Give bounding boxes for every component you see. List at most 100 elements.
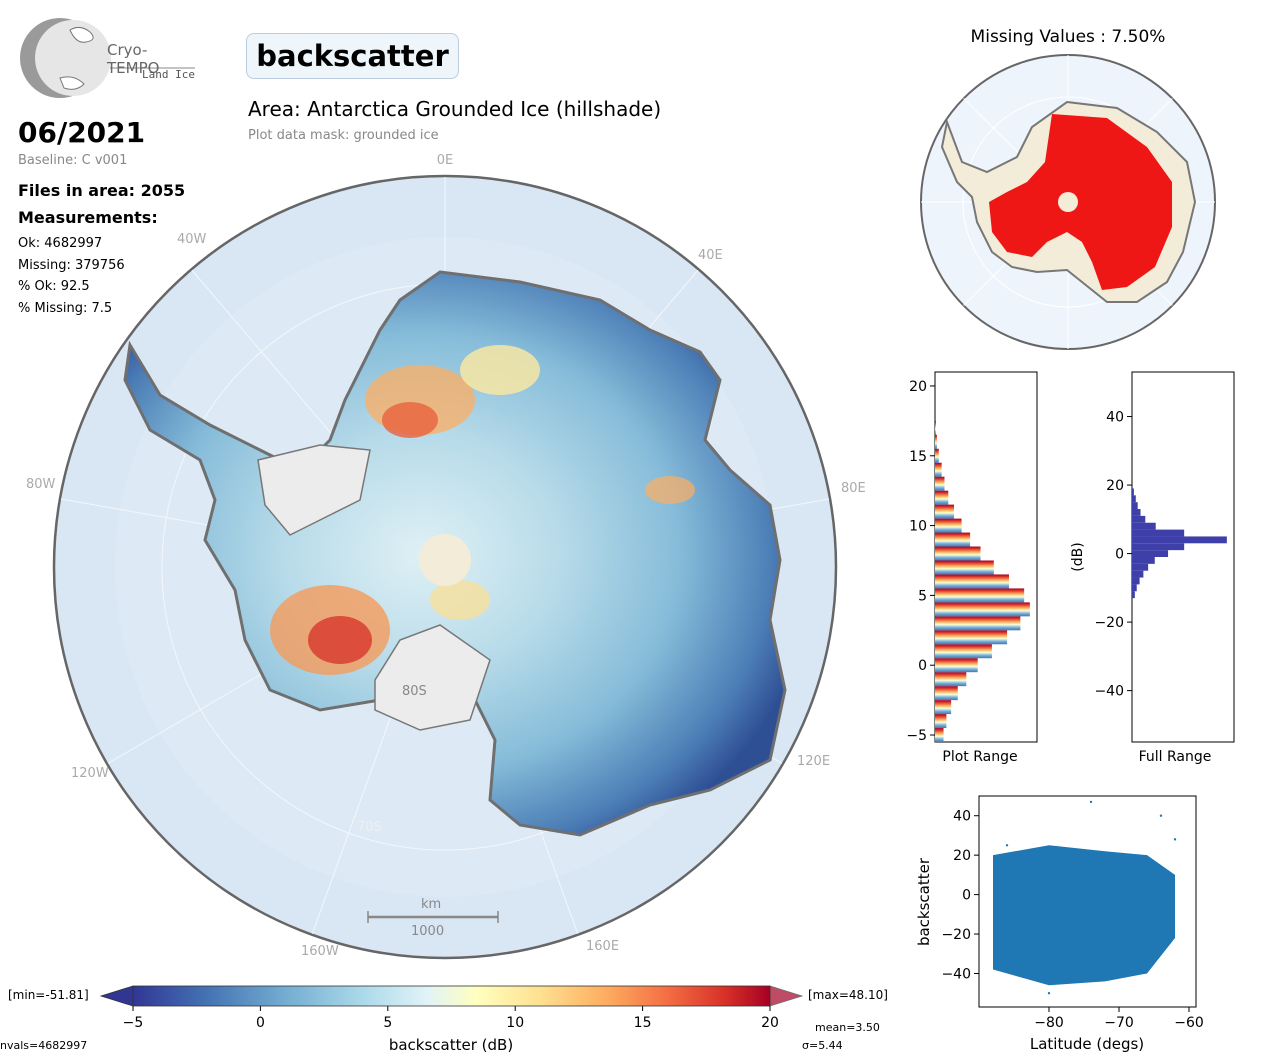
colorbar: −5 0 5 10 15 20: [99, 985, 804, 1031]
histogram-tick-label: −40: [1094, 684, 1124, 700]
histogram-bar: [1132, 550, 1169, 557]
ross-ice-shelf: [374, 624, 491, 731]
histogram-bar: [1132, 495, 1136, 503]
colorbar-tick-label: 5: [383, 1015, 392, 1031]
histogram-bar: [1132, 591, 1135, 599]
histogram-bar: [935, 686, 958, 701]
grid-label-80w: 80W: [26, 477, 56, 492]
nvals-label: nvals=4682997: [0, 1039, 87, 1052]
plot-range-label: Plot Range: [942, 749, 1017, 765]
scatter-ytick-label: 0: [962, 888, 971, 904]
histogram-bar: [935, 644, 992, 659]
scatter-points: [993, 800, 1177, 995]
colorbar-ticks: −5 0 5 10 15 20: [123, 1006, 779, 1031]
histogram-bar: [1132, 577, 1140, 585]
ronne-ice-shelf: [257, 444, 371, 536]
logo-title: Cryo-TEMPO: [107, 41, 160, 77]
scale-value: 1000: [411, 924, 444, 939]
area-title: Area: Antarctica Grounded Ice (hillshade…: [248, 97, 662, 121]
parameter-title: backscatter: [246, 33, 459, 79]
histogram-bar: [1132, 515, 1146, 523]
grid-label-120w: 120W: [71, 766, 109, 781]
plot-range-histogram: −5 0 5 10 15 20 Plot Range: [906, 371, 1038, 765]
stat-missing: Missing: 379756: [18, 258, 125, 273]
colorbar-tick-label: 10: [506, 1015, 524, 1031]
histogram-bar: [935, 476, 945, 491]
histogram-bar: [1132, 529, 1185, 537]
histogram-bar: [1132, 570, 1144, 578]
grid-label-160w: 160W: [301, 944, 339, 959]
stat-pct-ok: % Ok: 92.5: [18, 279, 90, 294]
scatter-point: [1005, 844, 1009, 847]
histogram-bar: [1132, 536, 1227, 544]
grid-label-70s: 70S: [357, 820, 382, 835]
scatter-xtick-label: −70: [1104, 1015, 1134, 1031]
scatter-ytick-label: 20: [953, 848, 971, 864]
missing-values-map: [920, 54, 1216, 350]
stat-ok: Ok: 4682997: [18, 236, 103, 251]
month-label: 06/2021: [18, 116, 146, 149]
histogram-bar: [935, 490, 949, 505]
logo-subtitle: Land Ice: [142, 68, 195, 81]
map-content: [55, 177, 835, 941]
full-range-label: Full Range: [1139, 749, 1212, 765]
scatter-ylabel: backscatter: [915, 857, 933, 946]
histogram-tick-label: 0: [1115, 547, 1124, 563]
histogram-bar: [935, 546, 981, 561]
files-count: Files in area: 2055: [18, 181, 186, 200]
cb-max-label: [max=48.10]: [808, 988, 888, 1002]
scatter-point: [1173, 838, 1177, 841]
histogram-bar: [935, 616, 1021, 631]
plot-range-bars: [935, 420, 1030, 742]
scale-unit: km: [421, 897, 441, 912]
measurements-heading: Measurements:: [18, 208, 158, 227]
grid-label-80e: 80E: [841, 481, 866, 496]
colorbar-tick-label: 15: [634, 1015, 652, 1031]
histogram-bar: [935, 518, 962, 533]
colorbar-tick-label: 20: [761, 1015, 779, 1031]
full-range-ylabel: (dB): [1070, 542, 1086, 571]
plot-range-ticks: −5 0 5 10 15 20: [906, 379, 935, 744]
histogram-tick-label: −20: [1094, 615, 1124, 631]
scatter-ytick-label: 40: [953, 809, 971, 825]
histogram-bar: [935, 700, 952, 715]
scatter-xtick-label: −80: [1034, 1015, 1064, 1031]
histogram-bar: [1132, 509, 1141, 516]
mask-label: Plot data mask: grounded ice: [248, 128, 439, 143]
histogram-bar: [1132, 502, 1138, 510]
scatter-point: [1159, 814, 1163, 817]
logo-graphic: [20, 18, 195, 98]
scatter-point: [1047, 991, 1051, 995]
histogram-bar: [1132, 488, 1134, 496]
scatter-cloud-area: [993, 845, 1175, 986]
colorbar-label: backscatter (dB): [389, 1036, 513, 1054]
histogram-bar: [1132, 563, 1149, 571]
histogram-bar: [1132, 543, 1185, 551]
histogram-bar: [935, 448, 939, 463]
scale-bar: km 1000: [367, 897, 499, 939]
histogram-tick-label: 20: [1106, 478, 1124, 494]
histogram-bar: [935, 504, 954, 519]
grid-label-40e: 40E: [698, 248, 723, 263]
grid-label-40w: 40W: [177, 232, 207, 247]
scatter-ytick-label: −40: [941, 966, 971, 982]
histogram-bar: [935, 434, 937, 449]
scatter-point: [1089, 800, 1093, 804]
histogram-bar: [935, 728, 944, 742]
baseline-label: Baseline: C v001: [18, 153, 128, 168]
histogram-bar: [1132, 522, 1156, 530]
mean-label: mean=3.50: [815, 1021, 880, 1034]
cb-min-label: [min=-51.81]: [8, 988, 89, 1002]
scatter-ticks: −80 −70 −60 −40 −20 0 20 40: [941, 809, 1203, 1031]
colorbar-tick-label: −5: [123, 1015, 144, 1031]
histogram-tick-label: 40: [1106, 410, 1124, 426]
histogram-tick-label: 5: [918, 588, 927, 604]
histogram-bar: [935, 462, 942, 477]
scatter-ytick-label: −20: [941, 927, 971, 943]
histogram-bar: [1132, 557, 1155, 564]
full-range-histogram: −40 −20 0 20 40 Full Range (dB): [1070, 371, 1235, 765]
histogram-bar: [935, 574, 1009, 589]
histogram-bar: [935, 714, 947, 729]
histogram-tick-label: 20: [909, 379, 927, 395]
